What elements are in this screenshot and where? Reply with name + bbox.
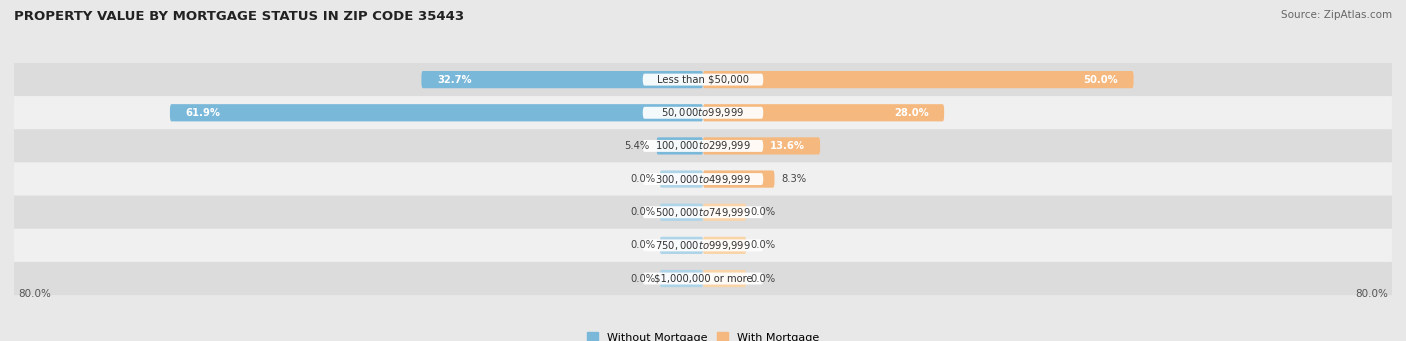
Text: 0.0%: 0.0% xyxy=(630,207,655,217)
Text: 0.0%: 0.0% xyxy=(751,240,776,250)
Legend: Without Mortgage, With Mortgage: Without Mortgage, With Mortgage xyxy=(582,328,824,341)
FancyBboxPatch shape xyxy=(703,170,775,188)
FancyBboxPatch shape xyxy=(659,270,703,287)
FancyBboxPatch shape xyxy=(643,107,763,119)
FancyBboxPatch shape xyxy=(643,74,763,86)
FancyBboxPatch shape xyxy=(703,71,1133,88)
FancyBboxPatch shape xyxy=(703,270,747,287)
FancyBboxPatch shape xyxy=(14,96,1392,129)
Text: Less than $50,000: Less than $50,000 xyxy=(657,75,749,85)
FancyBboxPatch shape xyxy=(703,237,747,254)
FancyBboxPatch shape xyxy=(643,272,763,284)
FancyBboxPatch shape xyxy=(659,204,703,221)
Text: 61.9%: 61.9% xyxy=(186,108,221,118)
FancyBboxPatch shape xyxy=(703,204,747,221)
FancyBboxPatch shape xyxy=(14,196,1392,229)
Text: 5.4%: 5.4% xyxy=(624,141,650,151)
FancyBboxPatch shape xyxy=(170,104,703,121)
FancyBboxPatch shape xyxy=(14,163,1392,196)
Text: 0.0%: 0.0% xyxy=(751,207,776,217)
Text: $500,000 to $749,999: $500,000 to $749,999 xyxy=(655,206,751,219)
FancyBboxPatch shape xyxy=(14,262,1392,295)
Text: 32.7%: 32.7% xyxy=(437,75,471,85)
Text: $750,000 to $999,999: $750,000 to $999,999 xyxy=(655,239,751,252)
FancyBboxPatch shape xyxy=(643,140,763,152)
FancyBboxPatch shape xyxy=(659,237,703,254)
FancyBboxPatch shape xyxy=(703,137,820,154)
Text: $1,000,000 or more: $1,000,000 or more xyxy=(654,273,752,283)
FancyBboxPatch shape xyxy=(657,137,703,154)
FancyBboxPatch shape xyxy=(659,170,703,188)
FancyBboxPatch shape xyxy=(14,129,1392,163)
FancyBboxPatch shape xyxy=(643,173,763,185)
Text: 80.0%: 80.0% xyxy=(1355,289,1388,299)
Text: $300,000 to $499,999: $300,000 to $499,999 xyxy=(655,173,751,186)
FancyBboxPatch shape xyxy=(14,63,1392,96)
Text: 28.0%: 28.0% xyxy=(894,108,928,118)
FancyBboxPatch shape xyxy=(643,239,763,251)
Text: PROPERTY VALUE BY MORTGAGE STATUS IN ZIP CODE 35443: PROPERTY VALUE BY MORTGAGE STATUS IN ZIP… xyxy=(14,10,464,23)
Text: $100,000 to $299,999: $100,000 to $299,999 xyxy=(655,139,751,152)
FancyBboxPatch shape xyxy=(422,71,703,88)
Text: 0.0%: 0.0% xyxy=(630,174,655,184)
Text: 80.0%: 80.0% xyxy=(18,289,51,299)
Text: 0.0%: 0.0% xyxy=(630,240,655,250)
Text: 13.6%: 13.6% xyxy=(769,141,804,151)
FancyBboxPatch shape xyxy=(703,104,945,121)
Text: $50,000 to $99,999: $50,000 to $99,999 xyxy=(661,106,745,119)
Text: Source: ZipAtlas.com: Source: ZipAtlas.com xyxy=(1281,10,1392,20)
Text: 0.0%: 0.0% xyxy=(630,273,655,283)
Text: 8.3%: 8.3% xyxy=(782,174,807,184)
Text: 0.0%: 0.0% xyxy=(751,273,776,283)
Text: 50.0%: 50.0% xyxy=(1084,75,1118,85)
FancyBboxPatch shape xyxy=(14,229,1392,262)
FancyBboxPatch shape xyxy=(643,206,763,218)
